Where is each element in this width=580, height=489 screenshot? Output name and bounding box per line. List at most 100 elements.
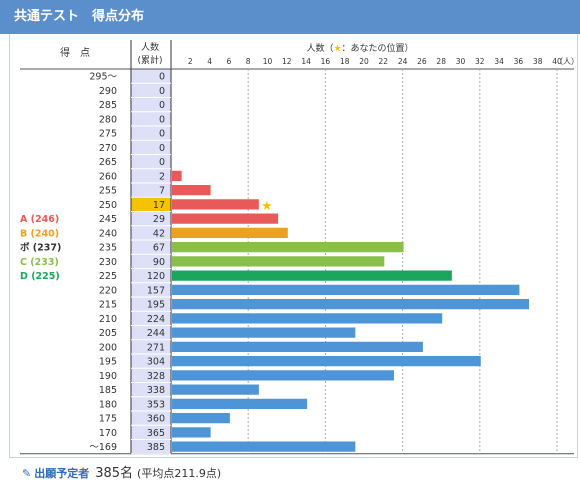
bar <box>172 170 182 181</box>
table-row: 290 0 <box>99 86 171 98</box>
score-label: 195 <box>99 357 117 368</box>
bar <box>172 284 520 295</box>
cumulative-count: 365 <box>147 428 165 439</box>
score-distribution-chart: 得 点 人数 (累計) 人数（★：あなたの位置） （人） 2 4 6 8 10 12 14 1… <box>20 40 579 455</box>
cumulative-count: 244 <box>147 328 165 339</box>
x-tick-label: 6 <box>227 57 232 66</box>
cumulative-count: 0 <box>159 157 165 168</box>
applicant-count: 385名 <box>95 466 134 481</box>
page-title: 共通テスト 得点分布 <box>14 9 145 24</box>
score-label: 215 <box>99 300 117 311</box>
cumulative-count: 304 <box>147 357 165 368</box>
bar <box>172 441 356 452</box>
score-label: 200 <box>99 342 117 353</box>
table-row: D (225) 225 120 <box>20 270 452 284</box>
bar <box>172 398 308 409</box>
table-row: ボ (237) 235 67 <box>20 242 404 255</box>
x-tick-label: 40 <box>552 57 562 66</box>
count-column-bg <box>131 69 171 454</box>
x-tick-label: 2 <box>188 57 193 66</box>
score-column-header: 得 点 <box>60 47 90 59</box>
cumulative-count: 2 <box>159 171 165 182</box>
average-score: (平均点211.9点) <box>137 467 222 480</box>
chart-panel <box>9 34 578 458</box>
cumulative-count: 338 <box>147 385 165 396</box>
grade-mark-label: A (246) <box>20 214 59 225</box>
footer-summary: ✎ 出願予定者 385名 (平均点211.9点) <box>22 462 221 481</box>
bar <box>172 270 452 281</box>
header-bar: 共通テスト 得点分布 <box>0 0 580 34</box>
x-tick-label: 22 <box>379 57 389 66</box>
table-row: 195 304 <box>99 356 481 369</box>
table-row: 280 0 <box>99 114 171 127</box>
cumulative-count: 120 <box>147 271 165 282</box>
count-column-header-sub: (累計) <box>137 54 162 66</box>
score-label: 230 <box>99 257 117 268</box>
table-row: 210 224 <box>99 313 443 326</box>
score-label: 170 <box>99 428 117 439</box>
cumulative-count: 360 <box>147 414 165 425</box>
score-label: 190 <box>99 371 117 382</box>
table-row: 185 338 <box>99 384 259 398</box>
axis-unit: （人） <box>555 57 579 66</box>
x-tick-label: 38 <box>533 57 543 66</box>
table-row: 170 365 <box>99 427 211 440</box>
cumulative-count: 0 <box>159 86 165 97</box>
cumulative-count: 0 <box>159 72 165 83</box>
cumulative-count: 0 <box>159 100 165 111</box>
score-label: 235 <box>99 243 117 254</box>
cumulative-count: 7 <box>159 186 165 197</box>
count-highlight <box>131 197 171 211</box>
table-row: 265 0 <box>99 157 171 170</box>
score-label: 240 <box>99 228 117 239</box>
pencil-icon: ✎ <box>22 467 32 480</box>
bar <box>172 242 404 253</box>
count-column-header: 人数 <box>141 41 159 53</box>
x-tick-label: 16 <box>321 57 331 66</box>
bar <box>172 185 211 196</box>
x-tick-label: 34 <box>494 57 504 66</box>
table-row: B (240) 240 42 <box>20 227 288 241</box>
table-row: C (233) 230 90 <box>20 256 385 269</box>
x-tick-label: 18 <box>340 57 350 66</box>
star-icon: ★ <box>333 44 341 54</box>
table-row: 175 360 <box>99 413 230 426</box>
score-label: 220 <box>99 285 117 296</box>
bar <box>172 356 481 367</box>
bar <box>172 299 530 310</box>
table-row: 215 195 <box>99 299 530 312</box>
x-tick-label: 14 <box>301 57 311 66</box>
cumulative-count: 67 <box>153 243 165 254</box>
bar <box>172 327 356 338</box>
x-tick-label: 26 <box>417 57 427 66</box>
cumulative-count: 29 <box>153 214 165 225</box>
bar <box>172 227 288 238</box>
score-label: 255 <box>99 186 117 197</box>
table-row: 190 328 <box>99 370 394 383</box>
footer-label: 出願予定者 <box>34 467 90 480</box>
bar <box>172 427 211 438</box>
cumulative-count: 353 <box>147 399 165 410</box>
table-row: 285 0 <box>99 100 171 113</box>
table-row: 220 157 <box>99 284 520 298</box>
score-label: 295～ <box>89 72 117 83</box>
your-position-star-icon: ★ <box>261 199 273 214</box>
score-label: 275 <box>99 129 117 140</box>
score-label: 280 <box>99 114 117 125</box>
score-label: 290 <box>99 86 117 97</box>
bar <box>172 341 423 352</box>
table-row: ～169 385 <box>89 441 356 455</box>
x-tick-label: 32 <box>475 57 485 66</box>
axis-title-post: ：あなたの位置） <box>342 42 414 54</box>
cumulative-count: 195 <box>147 300 165 311</box>
table-row: 260 2 <box>99 170 182 184</box>
grade-mark-label: B (240) <box>20 228 59 239</box>
bar <box>172 384 259 395</box>
score-label: 205 <box>99 328 117 339</box>
score-label: 185 <box>99 385 117 396</box>
x-tick-label: 4 <box>207 57 212 66</box>
table-row: 205 244 <box>99 327 356 341</box>
table-row: 250 17 ★ <box>99 197 273 214</box>
score-label: 180 <box>99 399 117 410</box>
axis-title-pre: 人数（ <box>306 42 333 54</box>
